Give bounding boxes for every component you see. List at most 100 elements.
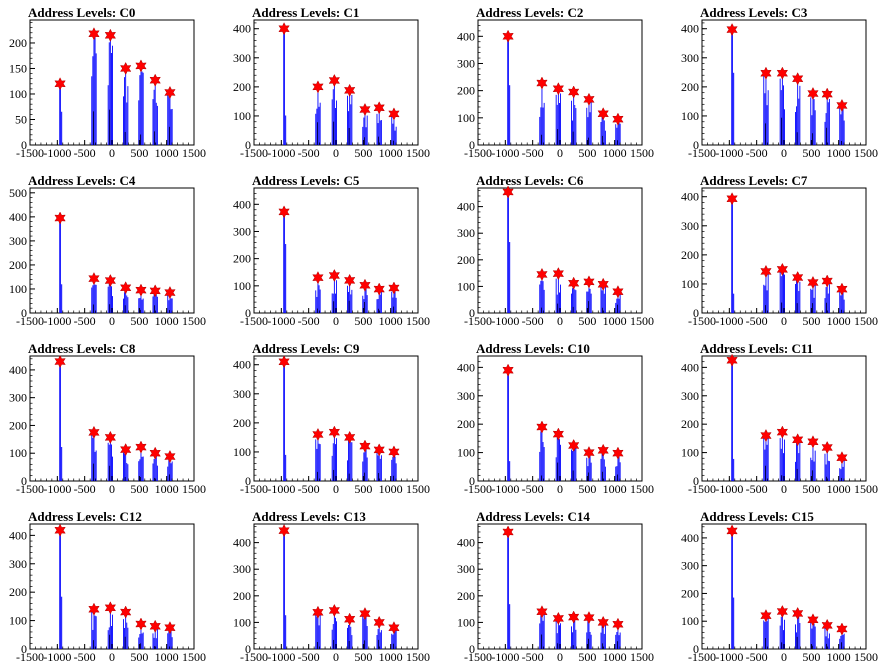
- panel-c11: Address Levels: C11 0 100 200 300 400 -1500 -10…: [681, 341, 878, 496]
- peak-marker: [88, 602, 100, 616]
- y-tick-label: 100: [457, 615, 475, 629]
- peak-markers: [278, 524, 400, 635]
- x-tick-label: -1000: [491, 146, 519, 160]
- peak-marker: [343, 273, 356, 287]
- x-tick-label: -500: [522, 650, 544, 664]
- x-tick-label: 500: [802, 650, 820, 664]
- peak-marker: [726, 23, 738, 37]
- panel-title: Address Levels: C5: [252, 173, 360, 188]
- x-axis: -1500 -1000 -500 0 500 1000 1500: [688, 644, 878, 664]
- y-tick-label: 100: [9, 87, 27, 101]
- x-axis: -1500 -1000 -500 0 500 1000 1500: [16, 476, 206, 496]
- peak-marker: [88, 27, 100, 41]
- peak-marker: [388, 107, 400, 121]
- peak-marker: [583, 611, 595, 625]
- panel-title: Address Levels: C14: [476, 509, 590, 524]
- x-tick-label: -1500: [688, 650, 716, 664]
- plot-frame: [477, 19, 643, 146]
- x-tick-label: -500: [74, 146, 96, 160]
- x-tick-label: -500: [522, 146, 544, 160]
- y-tick-label: 0: [469, 138, 475, 152]
- x-tick-label: -500: [74, 482, 96, 496]
- panel-c9: Address Levels: C9 0 100 200 300 400 -1500 -100…: [233, 341, 430, 496]
- panel-title: Address Levels: C12: [28, 509, 142, 524]
- histogram: [507, 187, 621, 313]
- y-tick-label: 400: [457, 536, 475, 550]
- panel-title: Address Levels: C7: [700, 173, 808, 188]
- peak-marker: [343, 430, 356, 444]
- y-tick-label: 300: [233, 51, 251, 65]
- peak-marker: [119, 605, 132, 619]
- peak-marker: [119, 61, 132, 76]
- x-tick-label: 500: [354, 146, 372, 160]
- peak-markers: [726, 192, 848, 296]
- plot-frame: [477, 523, 643, 650]
- y-tick-label: 400: [681, 22, 699, 36]
- x-tick-label: -1000: [43, 650, 71, 664]
- y-tick-label: 100: [233, 279, 251, 293]
- x-axis: -1500 -1000 -500 0 500 1000 1500: [464, 140, 654, 160]
- y-tick-label: 0: [693, 138, 699, 152]
- plot-frame: [701, 19, 867, 146]
- peak-marker: [312, 80, 324, 94]
- x-tick-label: 1500: [630, 650, 654, 664]
- peak-markers: [54, 354, 176, 464]
- y-tick-label: 200: [9, 36, 27, 50]
- peak-marker: [552, 82, 565, 96]
- x-tick-label: 1500: [406, 314, 430, 328]
- x-tick-label: 500: [354, 482, 372, 496]
- x-tick-label: 0: [781, 482, 787, 496]
- y-tick-label: 150: [9, 61, 27, 75]
- x-tick-label: -500: [298, 314, 320, 328]
- peak-marker: [164, 85, 176, 100]
- histogram: [731, 24, 845, 145]
- peak-marker: [597, 107, 609, 121]
- peak-marker: [760, 264, 772, 278]
- x-tick-label: 1500: [182, 650, 206, 664]
- y-tick-label: 100: [233, 615, 251, 629]
- y-tick-label: 100: [233, 445, 251, 459]
- y-tick-label: 400: [457, 200, 475, 214]
- x-tick-label: -1000: [267, 482, 295, 496]
- x-tick-label: -1500: [464, 146, 492, 160]
- x-tick-label: 500: [802, 146, 820, 160]
- y-axis: 0 100 200 300 400: [681, 526, 707, 656]
- peak-marker: [359, 102, 371, 117]
- peak-markers: [502, 185, 624, 299]
- y-tick-label: 400: [233, 22, 251, 36]
- x-tick-label: 0: [333, 650, 339, 664]
- x-tick-label: -1000: [491, 650, 519, 664]
- peak-marker: [359, 607, 371, 621]
- x-axis: -1500 -1000 -500 0 500 1000 1500: [464, 476, 654, 496]
- panel-c5: Address Levels: C5 0 100 200 300 400 -1500 -100…: [233, 173, 430, 328]
- x-tick-label: -1000: [715, 146, 743, 160]
- x-axis: -1500 -1000 -500 0 500 1000 1500: [240, 140, 430, 160]
- peak-marker: [88, 272, 100, 286]
- x-tick-label: -1500: [464, 650, 492, 664]
- peak-marker: [552, 267, 565, 281]
- peak-marker: [776, 66, 789, 80]
- x-tick-label: -500: [746, 146, 768, 160]
- x-tick-label: -500: [298, 482, 320, 496]
- peak-marker: [312, 271, 324, 285]
- y-tick-label: 0: [693, 642, 699, 656]
- y-tick-label: 100: [457, 111, 475, 125]
- peak-marker: [567, 85, 580, 99]
- panel-title: Address Levels: C6: [476, 173, 584, 188]
- peak-marker: [502, 185, 514, 199]
- peak-marker: [583, 92, 595, 106]
- panel-c14: Address Levels: C14 0 100 200 300 400 -1500 -10…: [457, 509, 654, 664]
- panel-title: Address Levels: C9: [252, 341, 360, 356]
- y-tick-label: 200: [681, 248, 699, 262]
- peak-marker: [328, 603, 341, 618]
- x-tick-label: 1500: [406, 650, 430, 664]
- peak-marker: [552, 427, 565, 441]
- x-tick-label: 0: [333, 314, 339, 328]
- y-tick-label: 0: [245, 642, 251, 656]
- peak-markers: [54, 523, 176, 635]
- x-tick-label: 1000: [379, 650, 403, 664]
- panel-c12: Address Levels: C12 0 100 200 300 400 -1500 -10…: [9, 509, 206, 664]
- panel-title: Address Levels: C10: [476, 341, 590, 356]
- x-tick-label: -1500: [688, 146, 716, 160]
- peak-marker: [567, 610, 580, 624]
